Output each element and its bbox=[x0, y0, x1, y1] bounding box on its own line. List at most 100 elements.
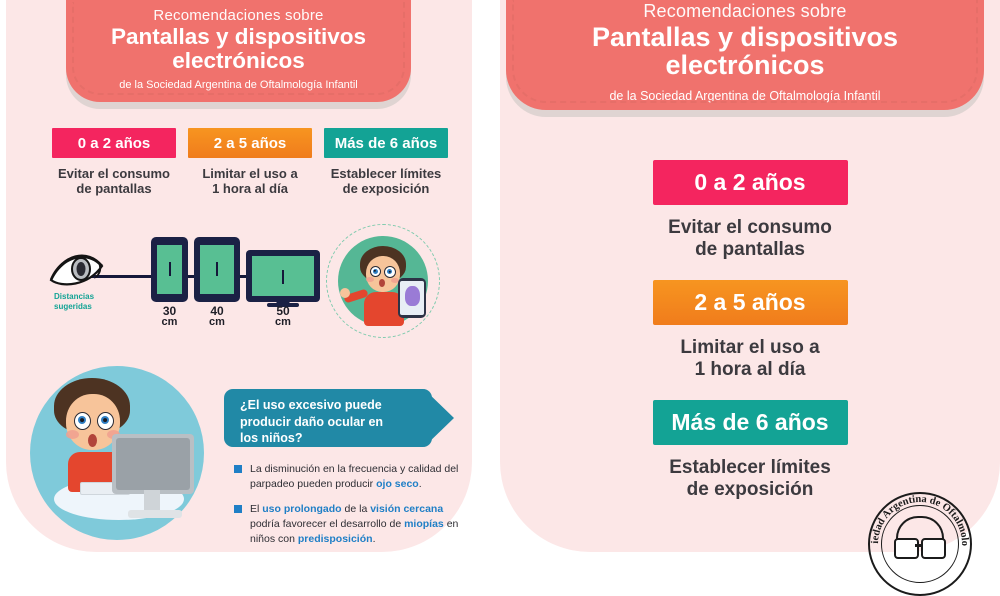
distances-label: Distancias sugeridas bbox=[54, 292, 94, 312]
seal-bridge bbox=[915, 544, 925, 547]
tablet-tick bbox=[216, 261, 218, 276]
pc-child-mouth bbox=[88, 434, 97, 447]
monitor-illustration-foot bbox=[128, 510, 182, 518]
age-badge-2-5[interactable]: 2 a 5 años bbox=[652, 279, 848, 325]
question-line2: producir daño ocular en bbox=[240, 414, 384, 429]
bullet-text: La disminución en la frecuencia y calida… bbox=[250, 463, 459, 490]
header-subtitle: de la Sociedad Argentina de Oftalmología… bbox=[119, 78, 358, 91]
age-caption-2-5: Limitar el uso a 1 hora al día bbox=[202, 166, 297, 197]
monitor-illustration-neck bbox=[144, 490, 160, 514]
illustration-child-at-computer bbox=[24, 360, 210, 546]
child-mouth bbox=[379, 279, 385, 287]
age-caption-0-2-line2: de pantallas bbox=[695, 239, 805, 261]
question-line1: ¿El uso excesivo puede bbox=[240, 398, 382, 412]
monitor-stand bbox=[276, 296, 290, 304]
device-monitor: 50 cm bbox=[246, 250, 320, 328]
age-caption-2-5-line1: Limitar el uso a bbox=[680, 336, 820, 358]
dotted-ring bbox=[326, 224, 440, 338]
child-pupil-right bbox=[387, 269, 392, 274]
age-badge-0-2[interactable]: 0 a 2 años bbox=[652, 160, 848, 205]
header-subtitle: de la Sociedad Argentina de Oftalmología… bbox=[609, 88, 881, 103]
seal-arc-text: Sociedad Argentina de Oftalmología bbox=[868, 492, 970, 546]
age-groups-stack: 0 a 2 años Evitar el consumo de pantalla… bbox=[500, 160, 1000, 519]
question-banner-arrow bbox=[424, 389, 454, 447]
eye-icon bbox=[49, 254, 104, 286]
sight-line bbox=[78, 275, 298, 278]
age-group-0-2: 0 a 2 años Evitar el consumo de pantalla… bbox=[52, 128, 176, 197]
age-caption-2-5-line1: Limitar el uso a bbox=[202, 166, 298, 181]
bullet-list: La disminución en la frecuencia y calida… bbox=[234, 462, 469, 552]
question-line3: los niños? bbox=[240, 431, 303, 446]
pc-child-pupil-left bbox=[78, 416, 86, 424]
phone-tick bbox=[168, 261, 171, 276]
header-title-line1: Pantallas y dispositivos bbox=[591, 22, 899, 53]
age-badge-6-plus[interactable]: Más de 6 años bbox=[324, 128, 448, 158]
age-group-2-5: 2 a 5 años Limitar el uso a 1 hora al dí… bbox=[188, 128, 312, 197]
header-title-line2: electrónicos bbox=[665, 50, 825, 80]
monitor-distance: 50 cm bbox=[275, 305, 291, 328]
question-banner: ¿El uso excesivo puede producir daño ocu… bbox=[224, 389, 454, 447]
device-phone: 30 cm bbox=[151, 237, 188, 328]
header-title-line1: Pantallas y dispositivos bbox=[110, 24, 367, 50]
age-group-6-plus: Más de 6 años Establecer límites de expo… bbox=[500, 399, 1000, 502]
age-caption-0-2: Evitar el consumo de pantallas bbox=[668, 217, 832, 262]
age-group-0-2: 0 a 2 años Evitar el consumo de pantalla… bbox=[500, 160, 1000, 262]
age-caption-6-plus-line1: Establecer límites bbox=[669, 456, 831, 478]
question-banner-text: ¿El uso excesivo puede producir daño ocu… bbox=[240, 397, 426, 447]
seal-lens-right bbox=[921, 538, 946, 559]
header-kicker: Recomendaciones sobre bbox=[153, 7, 324, 25]
phone-distance-unit: cm bbox=[161, 316, 178, 329]
age-groups-row: 0 a 2 años Evitar el consumo de pantalla… bbox=[52, 128, 452, 197]
header-card-right: Recomendaciones sobre Pantallas y dispos… bbox=[506, 0, 984, 110]
age-group-6-plus: Más de 6 años Establecer límites de expo… bbox=[324, 128, 448, 197]
age-caption-0-2-line2: de pantallas bbox=[76, 181, 152, 197]
age-caption-0-2-line1: Evitar el consumo bbox=[668, 217, 832, 238]
age-caption-2-5-line2: 1 hora al día bbox=[694, 359, 806, 381]
bullet-text: El uso prolongado de la visión cercana p… bbox=[250, 503, 459, 545]
bullet-square-icon bbox=[234, 505, 242, 514]
panel-left-overview: Recomendaciones sobre Pantallas y dispos… bbox=[6, 0, 472, 552]
age-caption-6-plus: Establecer límites de exposición bbox=[669, 457, 831, 502]
infographic-stage: Recomendaciones sobre Pantallas y dispos… bbox=[0, 0, 1000, 552]
distances-label-line2: sugeridas bbox=[54, 302, 92, 311]
distances-label-line1: Distancias bbox=[54, 292, 95, 301]
header-title-line2: electrónicos bbox=[172, 47, 305, 73]
age-badge-6-plus[interactable]: Más de 6 años bbox=[652, 399, 848, 445]
suggested-distances-diagram: Distancias sugeridas 30 cm 40 cm bbox=[46, 228, 326, 328]
panel-right-zoomed: Recomendaciones sobre Pantallas y dispos… bbox=[500, 0, 1000, 552]
pc-child-pupil-right bbox=[101, 416, 109, 424]
tablet-distance: 40 cm bbox=[209, 305, 225, 328]
header-kicker: Recomendaciones sobre bbox=[643, 1, 847, 22]
age-caption-2-5: Limitar el uso a 1 hora al día bbox=[680, 337, 819, 382]
list-item: La disminución en la frecuencia y calida… bbox=[234, 462, 469, 491]
seal-lens-left bbox=[894, 538, 919, 559]
device-tablet: 40 cm bbox=[194, 237, 240, 328]
question-banner-body bbox=[224, 389, 432, 447]
child-shirt bbox=[364, 292, 404, 326]
monitor-base bbox=[267, 303, 299, 307]
phone-distance: 30 cm bbox=[162, 305, 178, 328]
pc-child-cheek-left bbox=[66, 430, 79, 439]
bullet-square-icon bbox=[234, 465, 242, 473]
monster-character bbox=[405, 286, 420, 306]
age-caption-6-plus-line1: Establecer límites bbox=[330, 166, 442, 181]
child-pupil-left bbox=[372, 268, 378, 274]
society-seal-logo: Sociedad Argentina de Oftalmología bbox=[868, 492, 972, 596]
tablet-distance-unit: cm bbox=[209, 316, 225, 329]
child-hand-left bbox=[340, 288, 350, 298]
age-badge-0-2[interactable]: 0 a 2 años bbox=[52, 128, 176, 158]
age-caption-0-2-line1: Evitar el consumo bbox=[58, 166, 170, 181]
illustration-child-with-tablet bbox=[324, 222, 442, 340]
monitor-distance-value: 50 bbox=[276, 304, 290, 318]
monitor-distance-unit: cm bbox=[275, 316, 291, 329]
child-cheek-left bbox=[366, 277, 374, 282]
age-caption-0-2: Evitar el consumo de pantallas bbox=[58, 166, 170, 197]
age-badge-2-5[interactable]: 2 a 5 años bbox=[188, 128, 312, 158]
age-caption-6-plus-line2: de exposición bbox=[686, 479, 814, 501]
monitor-illustration-screen bbox=[116, 438, 190, 490]
header-card-left: Recomendaciones sobre Pantallas y dispos… bbox=[66, 0, 411, 102]
seal-glasses-icon bbox=[894, 538, 946, 559]
age-group-2-5: 2 a 5 años Limitar el uso a 1 hora al dí… bbox=[500, 279, 1000, 382]
age-caption-6-plus-line2: de exposición bbox=[342, 181, 430, 197]
age-caption-6-plus: Establecer límites de exposición bbox=[331, 166, 442, 197]
